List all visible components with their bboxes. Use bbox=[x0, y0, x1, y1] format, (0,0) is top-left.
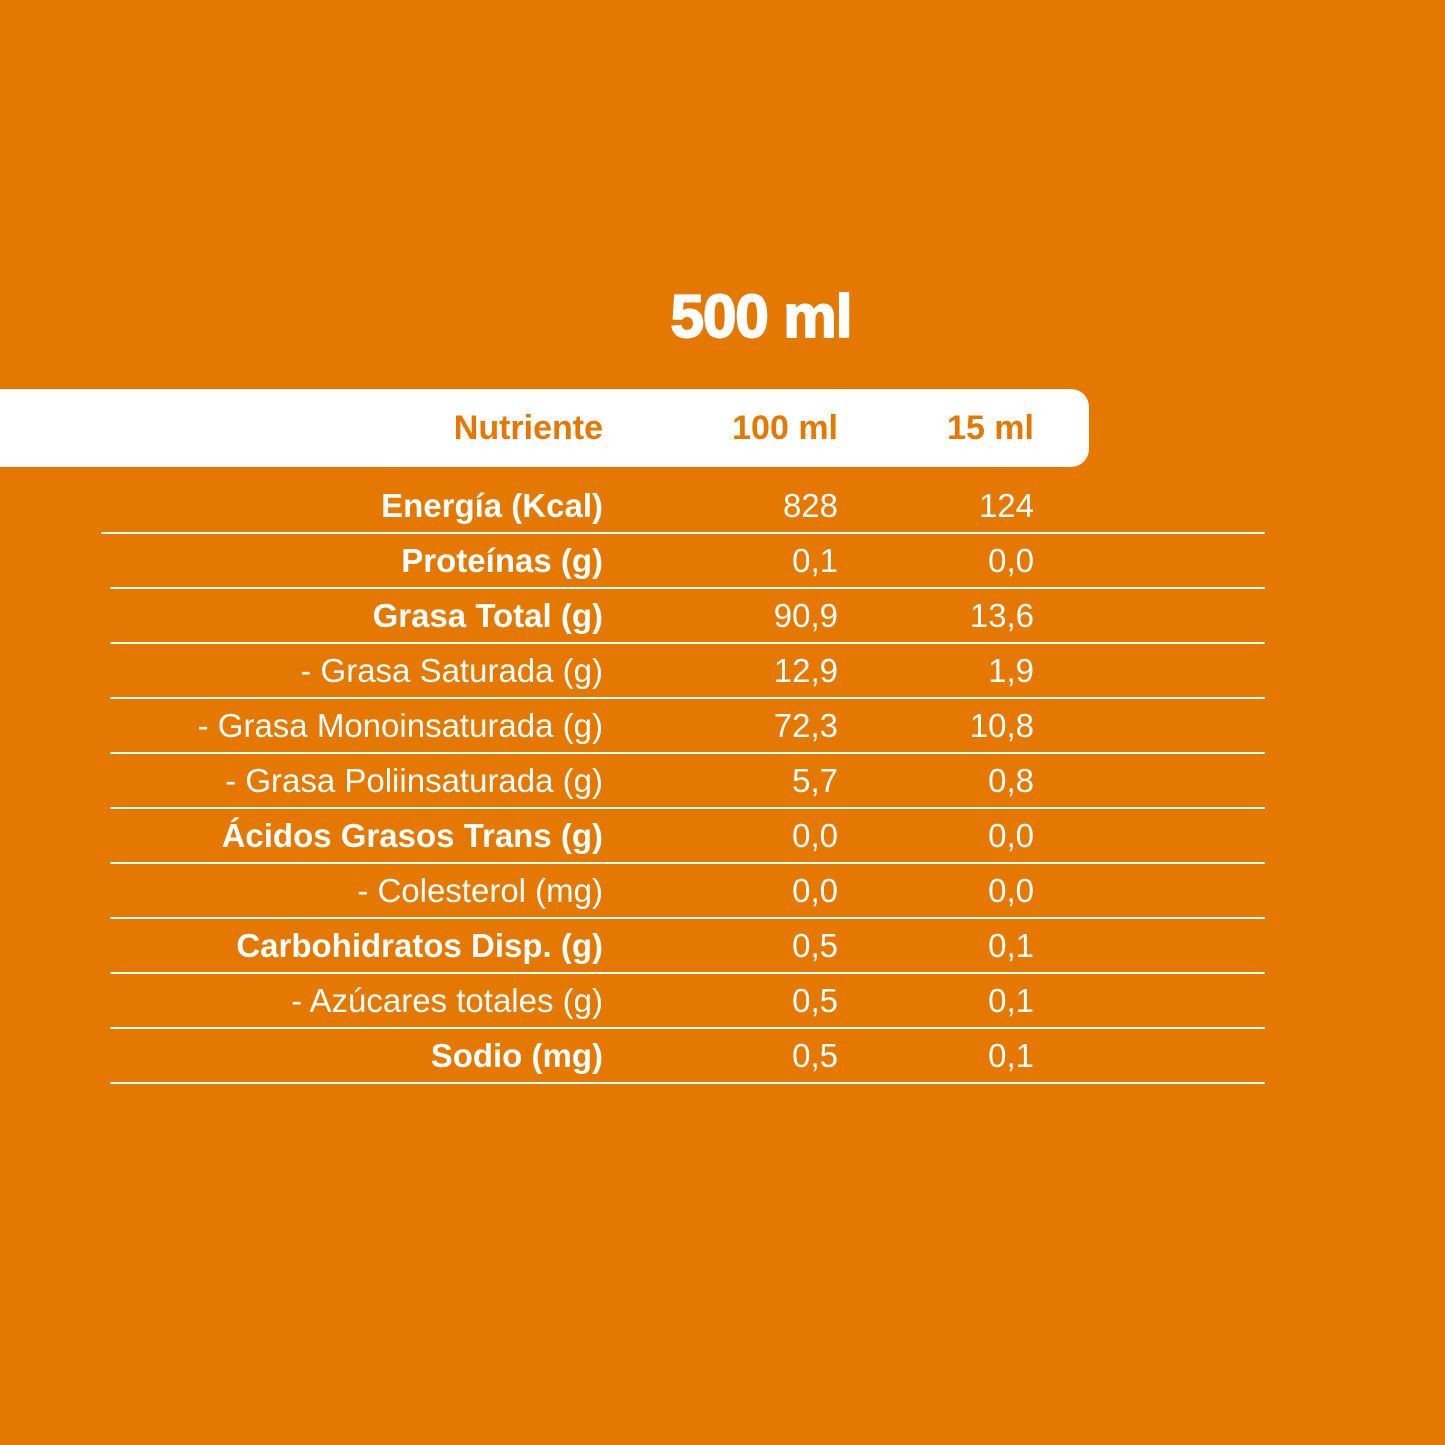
nutrient-label: Proteínas (g) bbox=[401, 542, 603, 579]
table-row: Grasa Total (g) 90,9 13,6 bbox=[110, 587, 1265, 644]
value-100ml: 12,9 bbox=[773, 652, 838, 689]
value-100ml: 0,1 bbox=[792, 542, 838, 579]
nutrient-label: - Azúcares totales (g) bbox=[291, 982, 603, 1019]
value-15ml: 124 bbox=[978, 487, 1034, 524]
nutrient-label: Energía (Kcal) bbox=[381, 487, 603, 524]
nutrient-label: Grasa Total (g) bbox=[372, 597, 603, 634]
nutrient-label: - Grasa Saturada (g) bbox=[300, 652, 603, 689]
value-15ml: 1,9 bbox=[988, 652, 1034, 689]
table-header: Nutriente 100 ml 15 ml bbox=[0, 389, 1089, 467]
table-row: - Grasa Saturada (g) 12,9 1,9 bbox=[110, 642, 1265, 699]
table-row: - Colesterol (mg) 0,0 0,0 bbox=[110, 862, 1265, 919]
value-100ml: 0,5 bbox=[792, 1037, 838, 1074]
value-15ml: 0,0 bbox=[988, 817, 1034, 854]
table-row: Sodio (mg) 0,5 0,1 bbox=[110, 1027, 1265, 1084]
table-row: Energía (Kcal) 828 124 bbox=[101, 477, 1265, 534]
value-15ml: 10,8 bbox=[969, 707, 1034, 744]
value-100ml: 0,0 bbox=[792, 817, 838, 854]
value-15ml: 0,1 bbox=[988, 982, 1034, 1019]
nutrient-label: Sodio (mg) bbox=[430, 1037, 603, 1074]
value-15ml: 0,0 bbox=[988, 872, 1034, 909]
nutrient-label: - Colesterol (mg) bbox=[357, 872, 603, 909]
nutrient-label: Carbohidratos Disp. (g) bbox=[236, 927, 603, 964]
value-100ml: 0,5 bbox=[792, 982, 838, 1019]
value-15ml: 0,1 bbox=[988, 927, 1034, 964]
value-100ml: 0,5 bbox=[792, 927, 838, 964]
serving-title: 500 ml bbox=[670, 282, 854, 351]
value-100ml: 72,3 bbox=[773, 707, 838, 744]
table-row: - Grasa Poliinsaturada (g) 5,7 0,8 bbox=[110, 752, 1265, 809]
table-row: Carbohidratos Disp. (g) 0,5 0,1 bbox=[110, 917, 1265, 974]
header-100ml: 100 ml bbox=[732, 409, 838, 447]
nutrient-label: - Grasa Poliinsaturada (g) bbox=[225, 762, 603, 799]
header-15ml: 15 ml bbox=[947, 409, 1034, 447]
table-row: Ácidos Grasos Trans (g) 0,0 0,0 bbox=[110, 807, 1265, 864]
table-row: Proteínas (g) 0,1 0,0 bbox=[110, 532, 1265, 589]
value-100ml: 5,7 bbox=[792, 762, 838, 799]
value-15ml: 0,8 bbox=[988, 762, 1034, 799]
table-row: - Azúcares totales (g) 0,5 0,1 bbox=[110, 972, 1265, 1029]
header-nutrient: Nutriente bbox=[453, 409, 603, 447]
value-15ml: 0,1 bbox=[988, 1037, 1034, 1074]
value-15ml: 13,6 bbox=[969, 597, 1034, 634]
value-100ml: 90,9 bbox=[773, 597, 838, 634]
nutrient-label: Ácidos Grasos Trans (g) bbox=[221, 817, 603, 854]
value-100ml: 828 bbox=[782, 487, 838, 524]
value-100ml: 0,0 bbox=[792, 872, 838, 909]
value-15ml: 0,0 bbox=[988, 542, 1034, 579]
table-row: - Grasa Monoinsaturada (g) 72,3 10,8 bbox=[110, 697, 1265, 754]
nutrient-label: - Grasa Monoinsaturada (g) bbox=[197, 707, 603, 744]
